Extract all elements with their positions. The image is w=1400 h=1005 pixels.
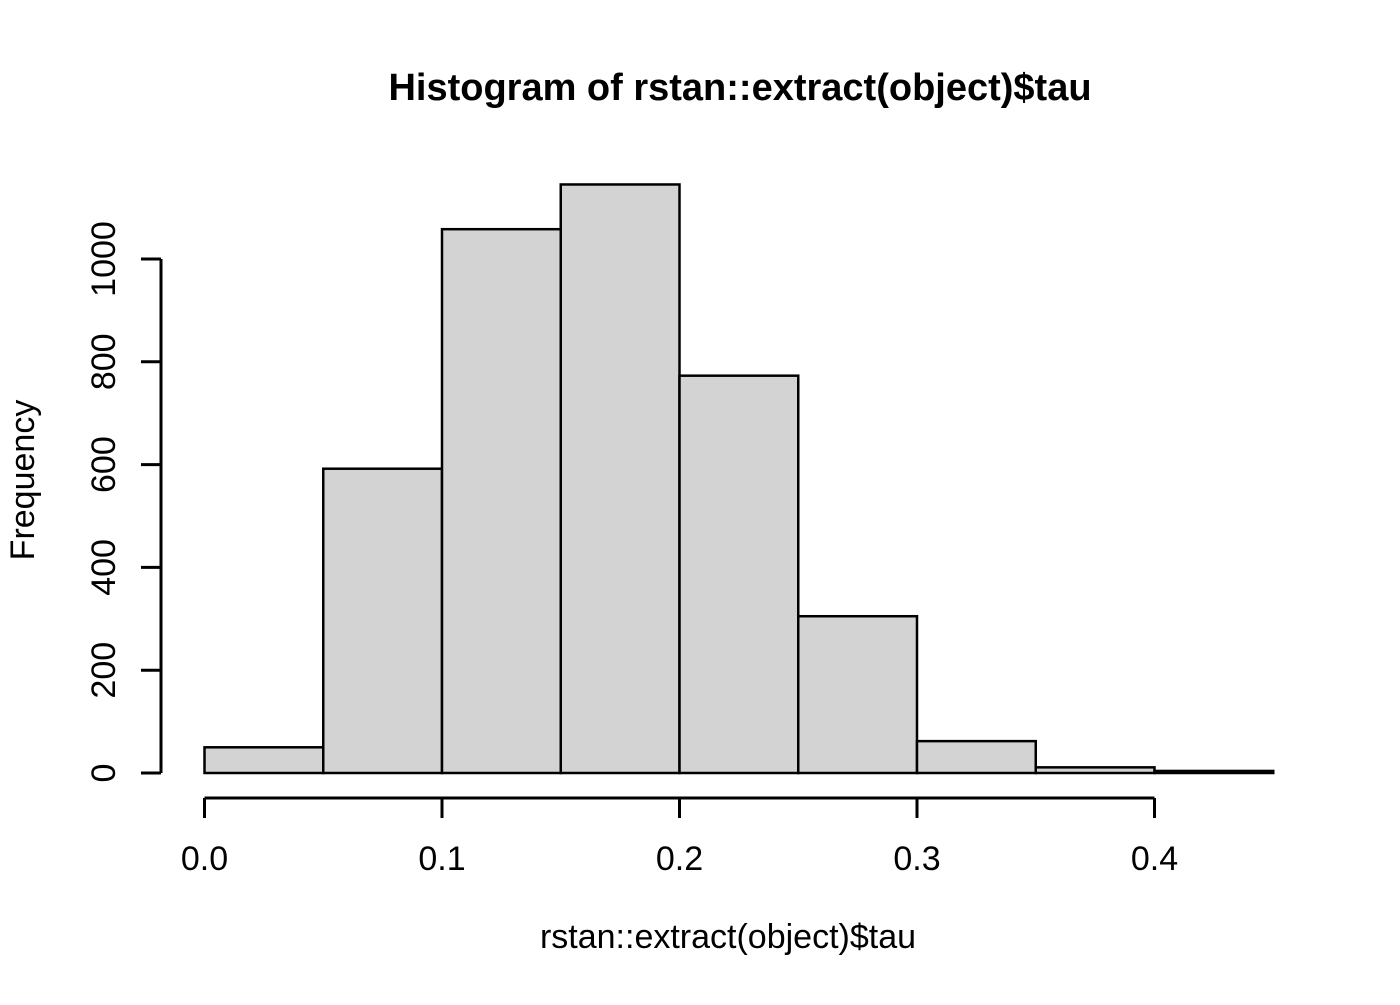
histogram-bar: [797, 614, 919, 775]
x-axis: 0.0 0.1 0.2 0.3 0.4: [181, 796, 1178, 878]
y-tick-label: 800: [85, 333, 123, 390]
x-axis-title: rstan::extract(object)$tau: [540, 918, 916, 956]
y-tick-label: 1000: [85, 221, 123, 297]
x-tick-label: 0.4: [1131, 840, 1178, 878]
x-tick-label: 0.3: [893, 840, 940, 878]
histogram-bar: [1153, 769, 1275, 775]
y-tick-label: 0: [85, 764, 123, 783]
histogram-bar: [1034, 766, 1156, 775]
x-tick-label: 0.2: [656, 840, 703, 878]
histogram-bar: [440, 227, 562, 775]
histogram-bar: [678, 374, 800, 775]
chart-title: Histogram of rstan::extract(object)$tau: [388, 67, 1091, 109]
y-tick-label: 200: [85, 642, 123, 699]
histogram-bar: [915, 739, 1037, 775]
histogram-bar: [203, 746, 325, 775]
y-axis: 0 200 400 600 800 1000: [85, 221, 163, 783]
bars-group: [203, 183, 1275, 775]
histogram-bar: [322, 467, 444, 775]
y-tick-label: 600: [85, 436, 123, 493]
y-tick-label: 400: [85, 539, 123, 596]
x-tick-label: 0.1: [418, 840, 465, 878]
histogram-bar: [559, 183, 681, 775]
y-axis-title: Frequency: [4, 400, 42, 561]
x-tick-label: 0.0: [181, 840, 228, 878]
